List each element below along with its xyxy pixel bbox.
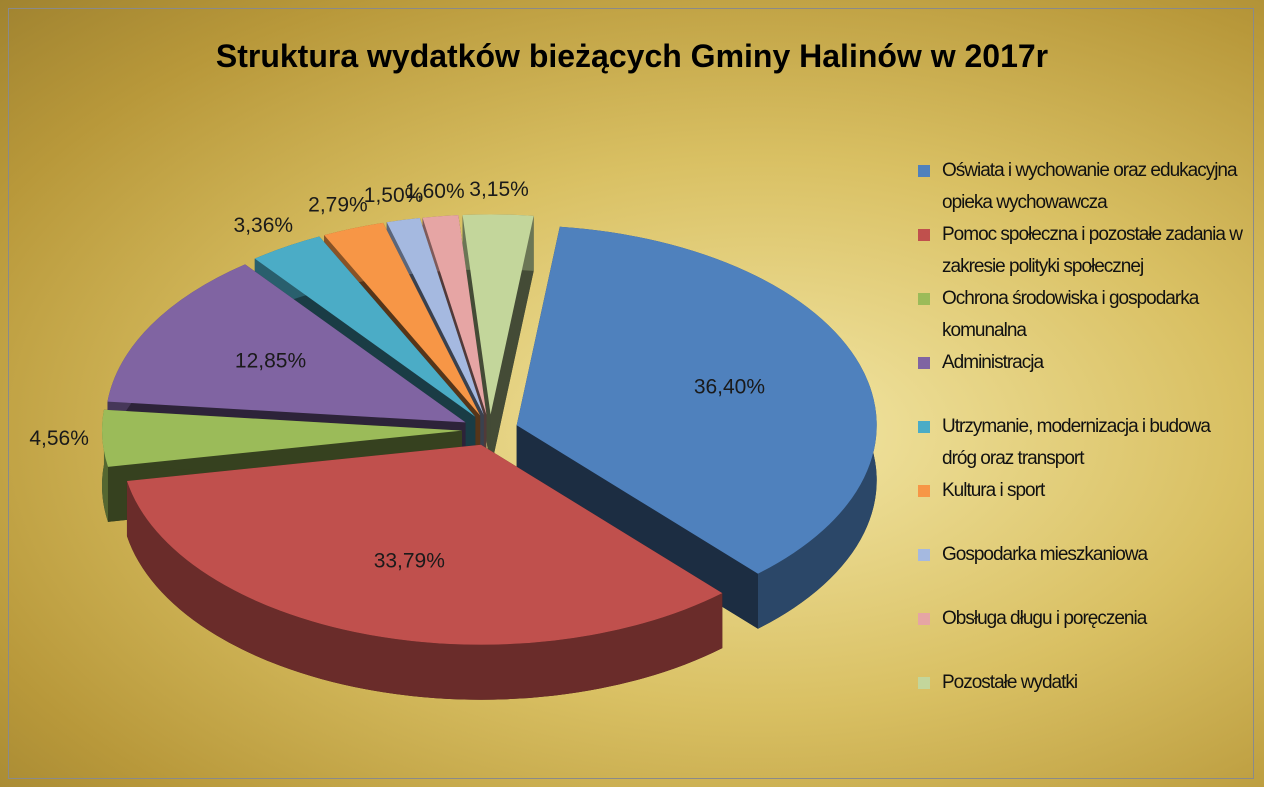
- data-label: 12,85%: [235, 350, 306, 373]
- legend-label: Administracja: [942, 352, 1044, 373]
- slice: [516, 226, 877, 574]
- slice-side: [516, 425, 758, 629]
- data-label: 1,60%: [405, 180, 465, 203]
- data-label: 1,50%: [364, 184, 424, 207]
- legend-item: Gospodarka mieszkaniowa: [918, 539, 1248, 603]
- legend-label: Kultura i sport: [942, 480, 1045, 501]
- slice-wall: [126, 480, 723, 700]
- slice: [107, 264, 466, 423]
- data-label: 36,40%: [694, 375, 765, 398]
- legend-item: Obsługa długu i poręczenia: [918, 603, 1248, 667]
- slice: [422, 215, 487, 415]
- legend-item: Ochrona środowiska i gospodarka komunaln…: [918, 283, 1248, 347]
- legend-label: Pomoc społeczna i pozostałe zadania w za…: [942, 224, 1243, 277]
- slice: [126, 444, 723, 645]
- legend-swatch: [918, 357, 930, 369]
- legend-swatch: [918, 485, 930, 497]
- slice: [386, 218, 484, 415]
- legend-label: Gospodarka mieszkaniowa: [942, 544, 1148, 565]
- data-label: 33,79%: [374, 550, 445, 573]
- data-label: 3,15%: [469, 178, 529, 201]
- legend-swatch: [918, 613, 930, 625]
- slice: [462, 214, 534, 415]
- legend-item: Administracja: [918, 347, 1248, 411]
- data-label: 4,56%: [29, 427, 89, 450]
- slice-side: [490, 215, 534, 470]
- chart-frame: [8, 8, 1254, 779]
- legend-label: Ochrona środowiska i gospodarka komunaln…: [942, 288, 1199, 341]
- legend-item: Oświata i wychowanie oraz edukacyjna opi…: [918, 155, 1248, 219]
- legend-swatch: [918, 293, 930, 305]
- legend-swatch: [918, 677, 930, 689]
- legend-item: Kultura i sport: [918, 475, 1248, 539]
- legend-swatch: [918, 421, 930, 433]
- data-label: 2,79%: [308, 193, 368, 216]
- legend-item: Pomoc społeczna i pozostałe zadania w za…: [918, 219, 1248, 283]
- slice: [254, 236, 476, 417]
- legend-swatch: [918, 165, 930, 177]
- chart-title: Struktura wydatków bieżących Gminy Halin…: [215, 38, 1049, 74]
- legend-swatch: [918, 229, 930, 241]
- legend: Oświata i wychowanie oraz edukacyjna opi…: [918, 155, 1248, 731]
- legend-item: Utrzymanie, modernizacja i budowa dróg o…: [918, 411, 1248, 475]
- slice: [102, 409, 463, 467]
- legend-label: Pozostałe wydatki: [942, 672, 1078, 693]
- legend-label: Oświata i wychowanie oraz edukacyjna opi…: [942, 160, 1238, 213]
- legend-label: Utrzymanie, modernizacja i budowa dróg o…: [942, 416, 1211, 469]
- legend-label: Obsługa długu i poręczenia: [942, 608, 1147, 629]
- legend-item: Pozostałe wydatki: [918, 667, 1248, 731]
- data-label: 3,36%: [234, 214, 294, 237]
- slice: [324, 222, 481, 416]
- legend-swatch: [918, 549, 930, 561]
